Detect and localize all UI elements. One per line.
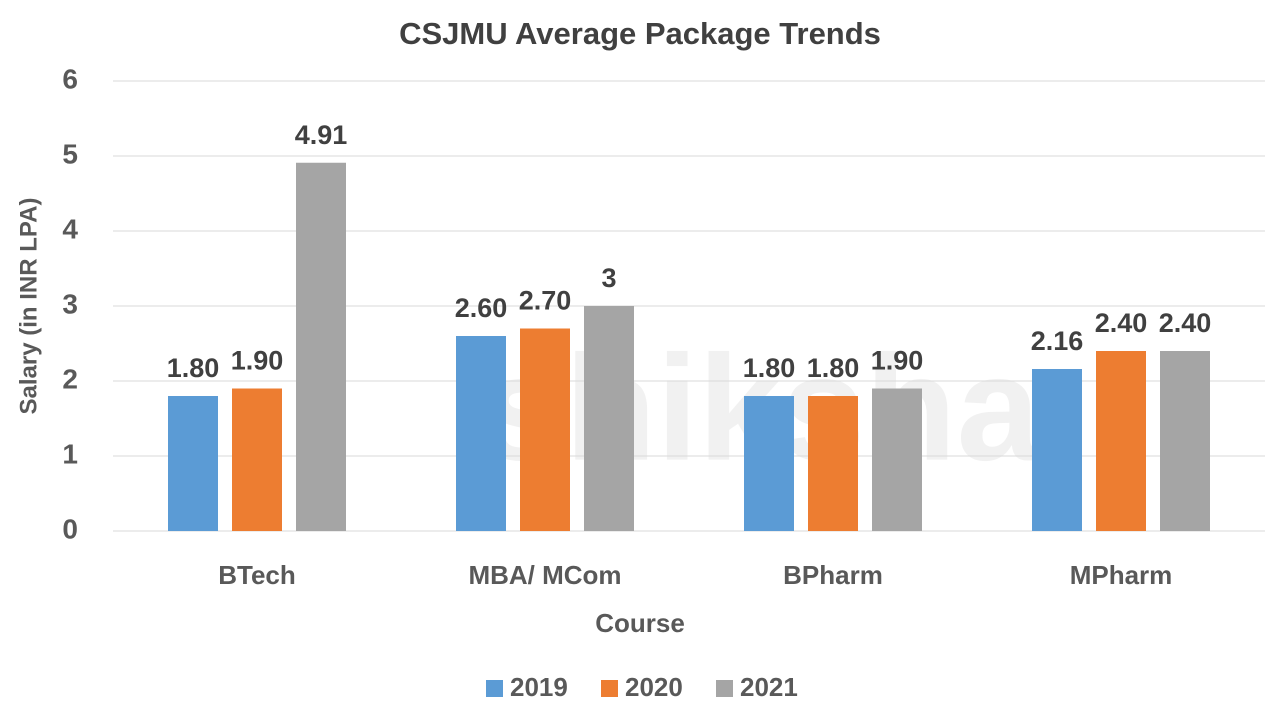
value-label: 4.91 <box>295 120 348 150</box>
value-label: 2.16 <box>1031 326 1084 356</box>
bar <box>1160 351 1210 531</box>
value-label: 2.40 <box>1095 308 1148 338</box>
bar <box>1096 351 1146 531</box>
bar <box>744 396 794 531</box>
bar <box>872 388 922 531</box>
bar <box>520 328 570 531</box>
value-label: 1.90 <box>871 346 924 376</box>
legend-swatch <box>486 680 503 697</box>
legend-label: 2020 <box>625 672 683 702</box>
legend-swatch <box>601 680 618 697</box>
y-axis-title: Salary (in INR LPA) <box>15 198 42 415</box>
bar <box>456 336 506 531</box>
bar <box>296 162 346 531</box>
x-tick-label: MPharm <box>1070 560 1173 590</box>
y-tick-label: 1 <box>62 438 78 469</box>
x-axis-title: Course <box>595 608 685 638</box>
legend-label: 2019 <box>510 672 568 702</box>
y-tick-label: 4 <box>62 213 78 244</box>
bar <box>1032 369 1082 531</box>
legend-swatch <box>716 680 733 697</box>
y-tick-label: 6 <box>62 63 78 94</box>
chart-title: CSJMU Average Package Trends <box>399 16 881 51</box>
y-tick-label: 0 <box>62 513 78 544</box>
value-label: 2.40 <box>1159 308 1212 338</box>
y-tick-label: 3 <box>62 288 78 319</box>
bar <box>584 306 634 531</box>
value-label: 1.80 <box>743 353 796 383</box>
value-label: 2.70 <box>519 286 572 316</box>
value-label: 2.60 <box>455 293 508 323</box>
bar <box>808 396 858 531</box>
x-tick-label: BTech <box>218 560 296 590</box>
bar <box>168 396 218 531</box>
bar <box>232 388 282 531</box>
value-label: 3 <box>601 263 616 293</box>
value-label: 1.90 <box>231 346 284 376</box>
value-label: 1.80 <box>807 353 860 383</box>
y-tick-label: 5 <box>62 138 78 169</box>
x-tick-label: MBA/ MCom <box>468 560 621 590</box>
y-tick-label: 2 <box>62 363 78 394</box>
value-label: 1.80 <box>167 353 220 383</box>
x-tick-label: BPharm <box>783 560 883 590</box>
legend-label: 2021 <box>740 672 798 702</box>
